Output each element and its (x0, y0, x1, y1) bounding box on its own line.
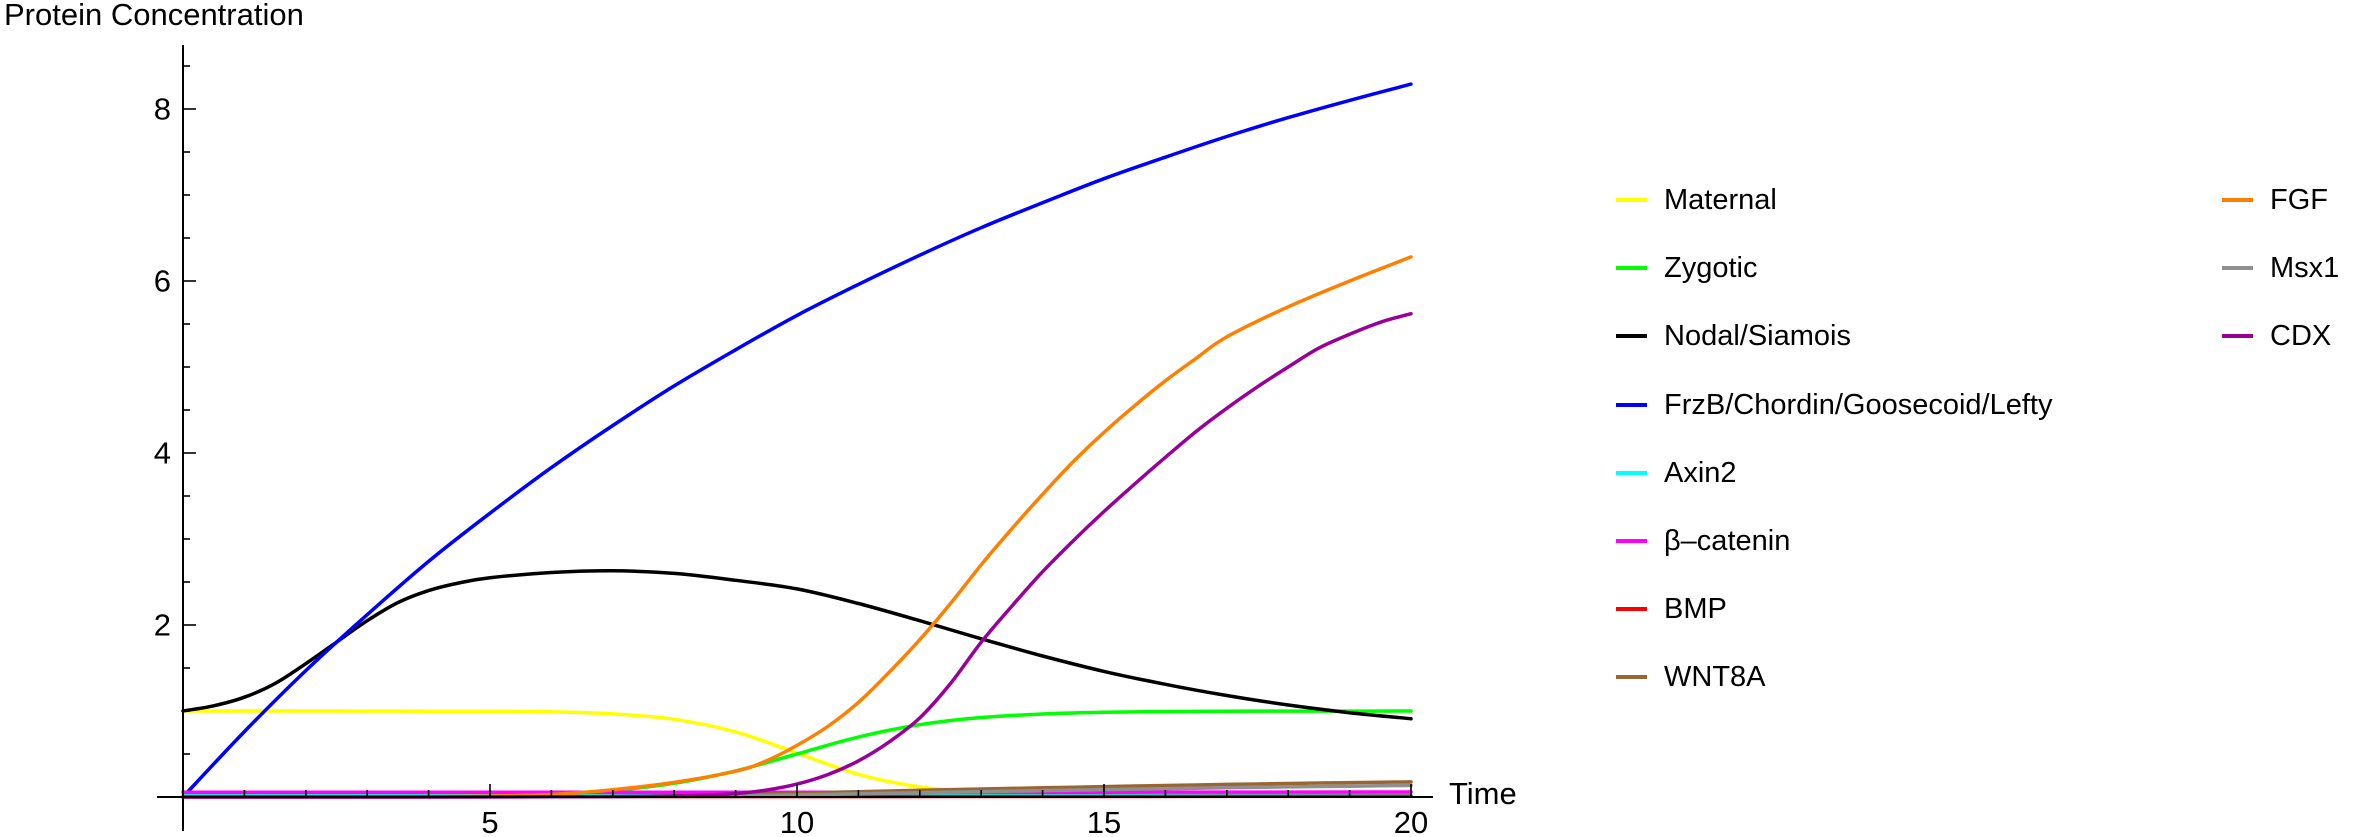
x-tick-label-10: 10 (780, 805, 814, 837)
y-tick-label-4: 4 (154, 436, 171, 471)
y-tick-label-6: 6 (154, 264, 171, 299)
y-axis-title: Protein Concentration (4, 0, 304, 32)
x-tick-label-20: 20 (1394, 805, 1428, 837)
curve-nodal-siamois (181, 569, 1413, 721)
y-tick-label-8: 8 (154, 92, 171, 127)
x-tick-label-15: 15 (1087, 805, 1121, 837)
curve-fgf (181, 255, 1413, 799)
y-tick-label-2: 2 (154, 608, 171, 643)
curve-frzb-chordin-goosecoid-lefty (181, 82, 1413, 799)
x-axis-label: Time (1449, 776, 1517, 811)
x-tick-label-5: 5 (481, 805, 498, 837)
curve-cdx (181, 311, 1413, 799)
